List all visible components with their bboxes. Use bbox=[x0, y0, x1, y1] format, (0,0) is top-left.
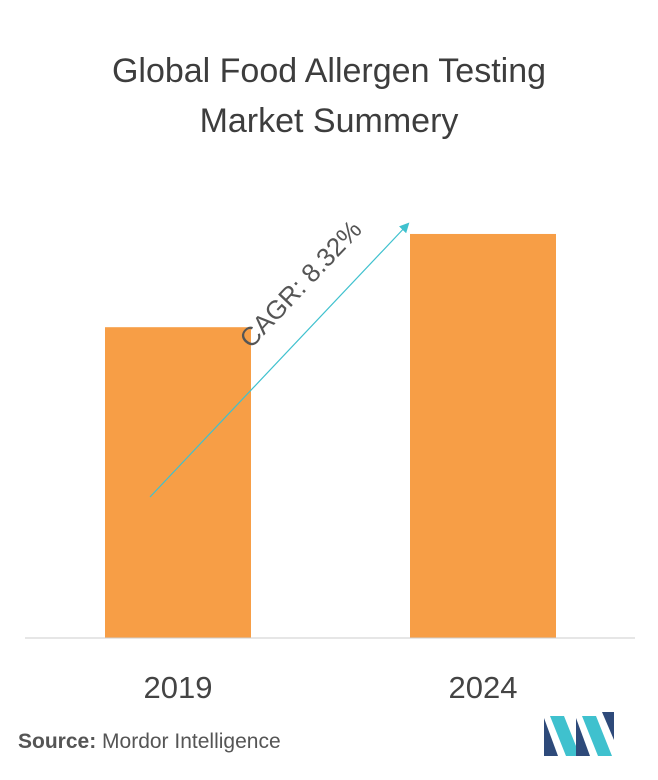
bar-2024 bbox=[410, 233, 556, 638]
cagr-annotation: CAGR: 8.32% bbox=[233, 214, 367, 353]
x-tick-label-2019: 2019 bbox=[144, 670, 213, 705]
chart-title: Global Food Allergen Testing Market Summ… bbox=[0, 46, 658, 146]
chart-title-line-1: Global Food Allergen Testing bbox=[111, 52, 547, 90]
chart-title-line-2: Market Summery bbox=[199, 102, 459, 140]
cagr-arrow bbox=[149, 222, 410, 498]
x-tick-label-2024: 2024 bbox=[449, 670, 518, 705]
source-text: Mordor Intelligence bbox=[102, 730, 281, 753]
source-note: Source: Mordor Intelligence bbox=[18, 730, 281, 754]
source-label: Source: bbox=[18, 730, 97, 753]
mordor-intelligence-logo-icon bbox=[544, 712, 614, 756]
bar-2019 bbox=[105, 327, 251, 638]
